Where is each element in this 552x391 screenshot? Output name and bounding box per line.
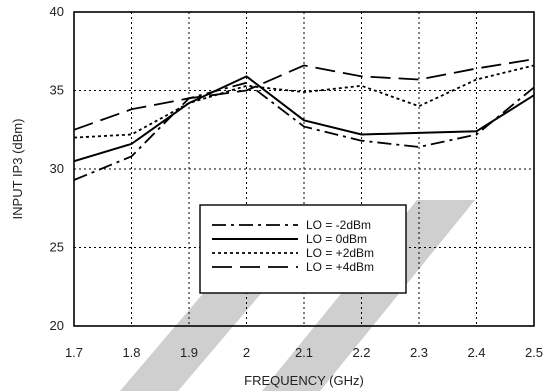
legend-label: LO = -2dBm xyxy=(306,218,371,232)
legend-label: LO = +4dBm xyxy=(306,260,374,274)
x-tick-label: 2.1 xyxy=(295,345,313,360)
y-tick-label: 25 xyxy=(50,240,64,255)
x-tick-label: 2.5 xyxy=(525,345,543,360)
y-tick-label: 35 xyxy=(50,83,64,98)
legend-box xyxy=(199,204,407,294)
x-axis-label: FREQUENCY (GHz) xyxy=(244,373,364,388)
plot-frame xyxy=(73,11,535,327)
legend-label: LO = 0dBm xyxy=(306,232,367,246)
watermark-stripe xyxy=(262,200,475,391)
series-line xyxy=(73,58,535,131)
x-tick-label: 1.8 xyxy=(122,345,140,360)
x-tick-label: 1.7 xyxy=(65,345,83,360)
x-tick-label: 2.4 xyxy=(467,345,485,360)
x-tick-label: 2 xyxy=(243,345,250,360)
y-tick-label: 30 xyxy=(50,161,64,176)
x-tick-label: 1.9 xyxy=(180,345,198,360)
series-lines xyxy=(73,58,535,181)
y-axis-label: INPUT IP3 (dBm) xyxy=(10,119,25,220)
series-line xyxy=(73,75,535,163)
y-tick-label: 20 xyxy=(50,318,64,333)
series-line xyxy=(73,81,535,181)
x-tick-label: 2.2 xyxy=(352,345,370,360)
series-line xyxy=(73,64,535,139)
x-tick-label: 2.3 xyxy=(410,345,428,360)
axis-ticks: 1.7 1.8 1.9 2 2.1 2.2 2.3 2.4 2.5 20 25 30 35 40 xyxy=(50,4,544,360)
legend-label: LO = +2dBm xyxy=(306,246,374,260)
y-tick-label: 40 xyxy=(50,4,64,19)
